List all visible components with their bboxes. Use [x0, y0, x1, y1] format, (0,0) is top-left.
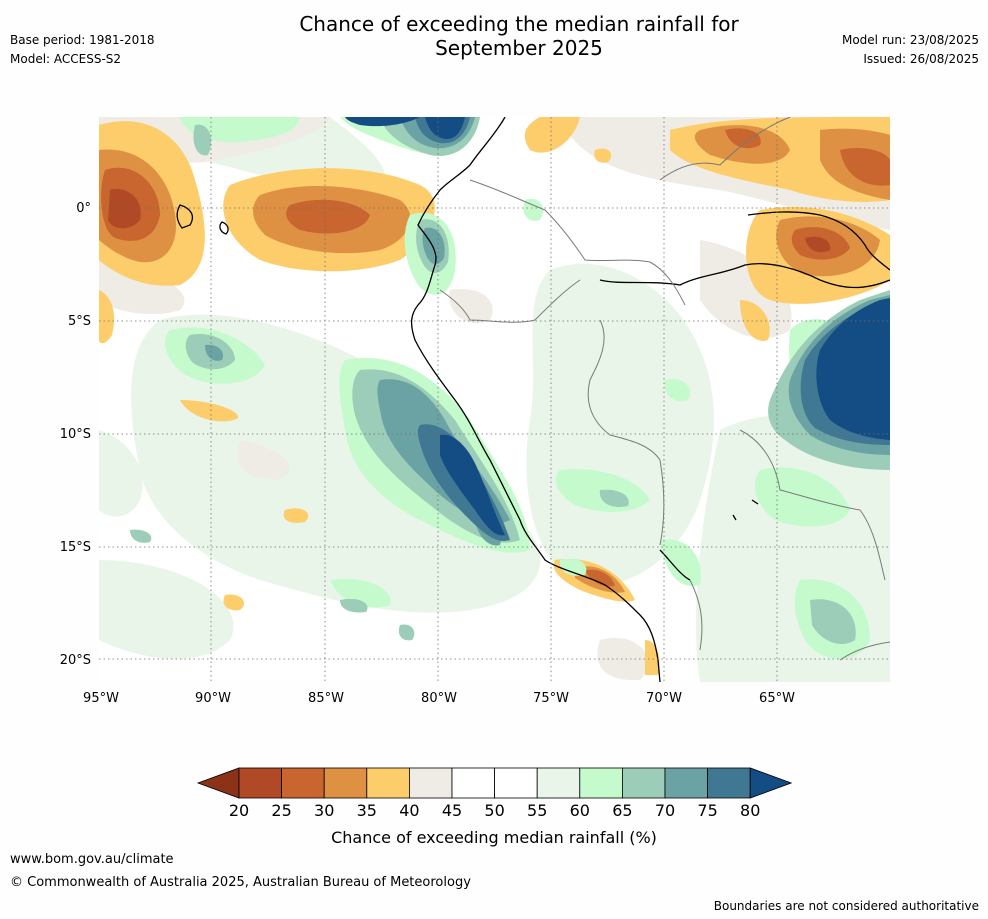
graticule — [99, 117, 890, 682]
lat-label-5s: 5°S — [68, 314, 91, 329]
colorbar-swatch — [323, 767, 368, 799]
colorbar-over-arrow — [749, 767, 793, 799]
colorbar-tick-label: 60 — [570, 801, 590, 820]
lat-label-0: 0° — [76, 201, 91, 216]
colorbar-swatch — [408, 767, 453, 799]
lon-label-75w: 75°W — [533, 691, 569, 706]
colorbar: 20 25 30 35 40 45 50 55 60 65 70 75 80 Chance of exc… — [196, 767, 793, 847]
colorbar-swatch — [494, 767, 538, 799]
map-title: Chance of exceeding the median rainfall … — [194, 12, 844, 60]
lat-label-10s: 10°S — [60, 427, 91, 442]
lon-label-95w: 95°W — [83, 691, 119, 706]
title-line-1: Chance of exceeding the median rainfall … — [299, 12, 739, 36]
country-boundaries — [439, 117, 890, 661]
coastlines — [176, 117, 890, 682]
footer-copyright: © Commonwealth of Australia 2025, Austra… — [10, 875, 471, 890]
lon-label-70w: 70°W — [646, 691, 682, 706]
colorbar-tick-label: 30 — [314, 801, 334, 820]
title-line-2: September 2025 — [435, 36, 603, 60]
colorbar-tick-label: 80 — [740, 801, 760, 820]
probability-over-80-regions — [345, 117, 890, 536]
colorbar-swatch — [664, 767, 708, 799]
lat-label-20s: 20°S — [60, 653, 91, 668]
issued-text: Issued: 26/08/2025 — [863, 52, 979, 66]
colorbar-tick-label: 35 — [357, 801, 377, 820]
colorbar-tick-label: 25 — [271, 801, 291, 820]
colorbar-swatch — [622, 767, 666, 799]
colorbar-tick-label: 40 — [399, 801, 419, 820]
lon-label-85w: 85°W — [308, 691, 344, 706]
lon-label-90w: 90°W — [195, 691, 231, 706]
base-period-text: Base period: 1981-2018 — [10, 33, 155, 47]
colorbar-tick-labels: 20 25 30 35 40 45 50 55 60 65 70 75 80 — [229, 801, 761, 820]
colorbar-tick-label: 55 — [527, 801, 547, 820]
colorbar-tick-label: 65 — [612, 801, 632, 820]
colorbar-label: Chance of exceeding median rainfall (%) — [331, 828, 657, 847]
lat-label-15s: 15°S — [60, 540, 91, 555]
colorbar-swatch — [451, 767, 495, 799]
colorbar-tick-label: 50 — [484, 801, 504, 820]
lon-label-65w: 65°W — [759, 691, 795, 706]
colorbar-swatch — [579, 767, 623, 799]
map-area — [99, 117, 890, 682]
colorbar-swatch — [707, 767, 751, 799]
footer-url: www.bom.gov.au/climate — [10, 852, 174, 867]
lon-label-80w: 80°W — [421, 691, 457, 706]
model-run-text: Model run: 23/08/2025 — [841, 33, 979, 47]
model-text: Model: ACCESS-S2 — [10, 52, 122, 66]
meta-left: Base period: 1981-2018 Model: ACCESS-S2 — [10, 31, 155, 69]
colorbar-swatch — [366, 767, 410, 799]
colorbar-tick-label: 20 — [229, 801, 249, 820]
colorbar-tick-label: 70 — [655, 801, 675, 820]
colorbar-swatches — [196, 767, 793, 799]
colorbar-tick-label: 45 — [442, 801, 462, 820]
colorbar-under-arrow — [196, 767, 240, 799]
probability-20-25-regions — [108, 188, 831, 253]
colorbar-swatch — [536, 767, 581, 799]
colorbar-swatch — [238, 767, 282, 799]
colorbar-tick-label: 75 — [697, 801, 717, 820]
meta-right: Model run: 23/08/2025 Issued: 26/08/2025 — [842, 31, 979, 69]
colorbar-swatch — [281, 767, 325, 799]
footer-disclaimer: Boundaries are not considered authoritat… — [713, 899, 979, 913]
